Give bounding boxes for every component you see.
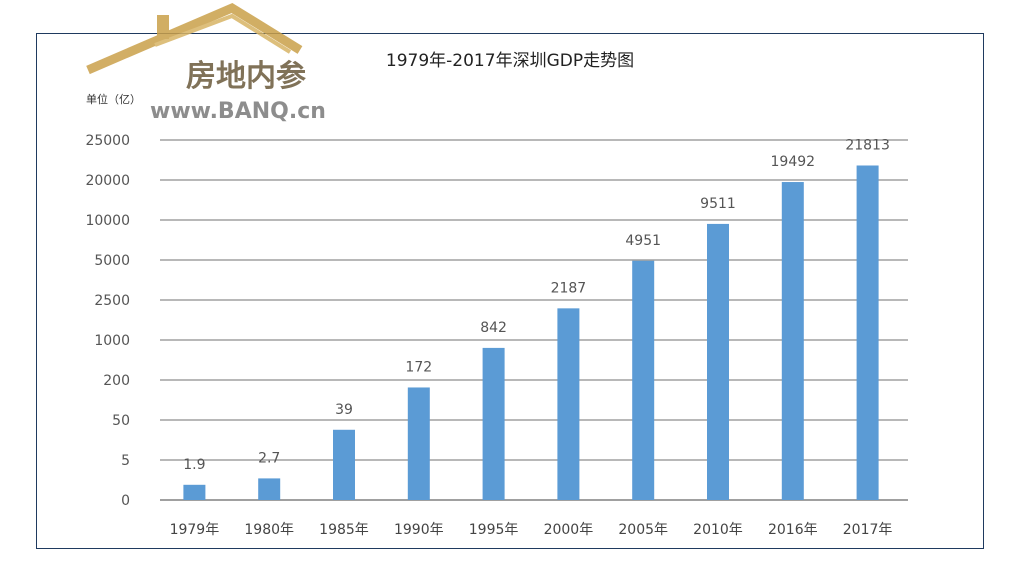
x-tick-label: 2017年 xyxy=(843,522,893,538)
bars xyxy=(183,165,879,501)
data-label: 842 xyxy=(480,320,507,336)
data-label: 2187 xyxy=(551,280,587,296)
y-tick-label: 5 xyxy=(121,453,130,469)
watermark-cn: 房地内参 xyxy=(186,59,306,94)
roof-inner-icon xyxy=(154,13,292,54)
x-tick-label: 2000年 xyxy=(544,522,594,538)
y-tick-label: 20000 xyxy=(85,173,130,189)
y-tick-label: 2500 xyxy=(94,293,130,309)
x-tick-label: 2005年 xyxy=(618,522,668,538)
data-label: 1.9 xyxy=(183,457,205,473)
chimney-icon xyxy=(157,15,169,39)
data-label: 39 xyxy=(335,402,353,418)
bar xyxy=(707,223,729,501)
data-label: 21813 xyxy=(845,137,890,153)
x-tick-label: 1979年 xyxy=(170,522,220,538)
y-tick-label: 25000 xyxy=(85,133,130,149)
bar xyxy=(482,347,505,500)
y-tick-label: 5000 xyxy=(94,253,130,269)
watermark-logo: 房地内参 www.BANQ.cn xyxy=(86,2,326,124)
roof-icon xyxy=(86,2,303,75)
bar xyxy=(183,484,206,500)
bar xyxy=(632,260,655,500)
bar xyxy=(407,387,430,500)
chart-title: 1979年-2017年深圳GDP走势图 xyxy=(386,51,634,71)
data-label: 172 xyxy=(405,359,432,375)
data-labels: 1.9 2.7 39 172 842 2187 4951 9511 19492 21813 xyxy=(183,137,890,472)
x-tick-label: 1990年 xyxy=(394,522,444,538)
data-label: 4951 xyxy=(625,233,661,249)
y-tick-label: 0 xyxy=(121,493,130,509)
bar xyxy=(856,165,879,500)
y-axis-ticks: 0 5 50 200 1000 2500 5000 10000 20000 25000 xyxy=(85,133,130,509)
x-tick-label: 2016年 xyxy=(768,522,818,538)
unit-label: 单位（亿） xyxy=(86,92,141,106)
x-tick-label: 1995年 xyxy=(469,522,519,538)
x-tick-label: 1985年 xyxy=(319,522,369,538)
x-tick-label: 2010年 xyxy=(693,522,743,538)
data-label: 9511 xyxy=(700,196,736,212)
bar xyxy=(258,478,281,500)
data-label: 19492 xyxy=(771,154,816,170)
bar xyxy=(557,308,580,500)
x-tick-label: 1980年 xyxy=(244,522,294,538)
chart-frame xyxy=(36,33,984,549)
y-tick-label: 200 xyxy=(103,373,130,389)
data-label: 2.7 xyxy=(258,450,280,466)
y-tick-label: 10000 xyxy=(85,213,130,229)
y-tick-label: 50 xyxy=(112,413,130,429)
bar xyxy=(333,429,355,500)
watermark-url: www.BANQ.cn xyxy=(150,99,326,124)
y-tick-label: 1000 xyxy=(94,333,130,349)
x-axis-ticks: 1979年 1980年 1985年 1990年 1995年 2000年 2005年 2010年… xyxy=(170,522,893,538)
bar xyxy=(781,182,804,501)
